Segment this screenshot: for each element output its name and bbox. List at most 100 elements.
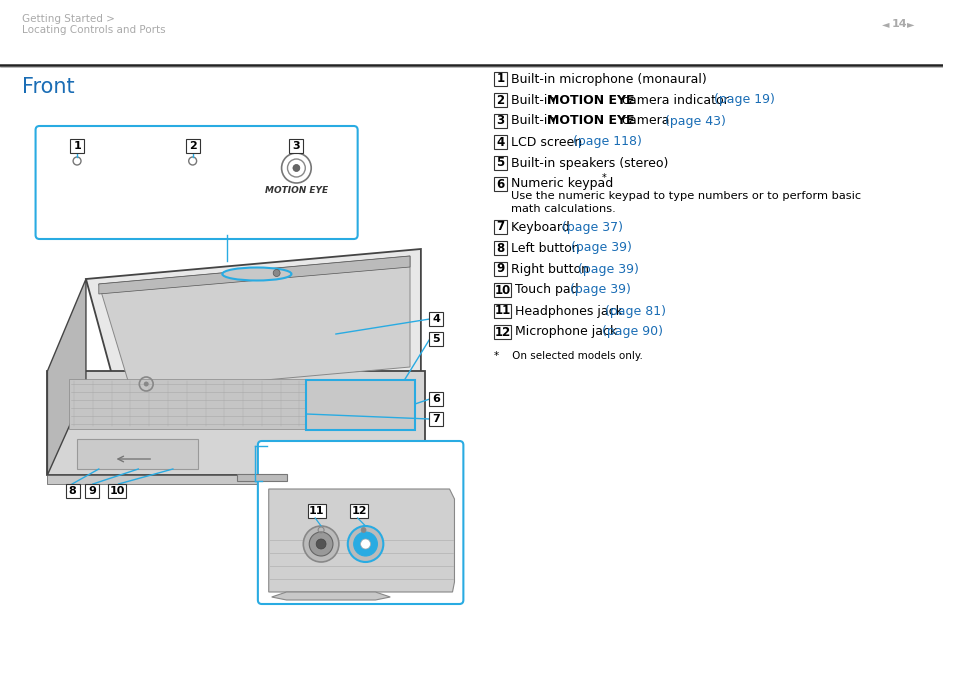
Text: (page 90): (page 90) [601, 326, 662, 338]
Polygon shape [269, 489, 454, 592]
FancyBboxPatch shape [308, 504, 325, 518]
Text: *    On selected models only.: * On selected models only. [494, 351, 642, 361]
Text: Built-in: Built-in [510, 94, 558, 106]
Text: (page 39): (page 39) [570, 284, 630, 297]
Text: (page 43): (page 43) [664, 115, 725, 127]
Text: 1: 1 [73, 141, 81, 151]
FancyBboxPatch shape [429, 392, 442, 406]
Text: 4: 4 [496, 135, 504, 148]
Polygon shape [48, 371, 424, 475]
Text: Locating Controls and Ports: Locating Controls and Ports [22, 25, 165, 35]
Circle shape [303, 526, 338, 562]
Circle shape [309, 532, 333, 556]
Circle shape [144, 381, 149, 386]
FancyBboxPatch shape [493, 177, 507, 191]
FancyBboxPatch shape [493, 220, 507, 233]
Text: Touch pad: Touch pad [515, 284, 581, 297]
Polygon shape [237, 474, 286, 481]
Text: 5: 5 [496, 156, 504, 169]
Polygon shape [69, 379, 415, 429]
FancyBboxPatch shape [493, 135, 507, 148]
Text: (page 37): (page 37) [561, 220, 622, 233]
Text: MOTION EYE: MOTION EYE [547, 94, 634, 106]
FancyBboxPatch shape [493, 113, 507, 127]
Text: 6: 6 [432, 394, 439, 404]
Text: Getting Started >: Getting Started > [22, 14, 114, 24]
FancyBboxPatch shape [493, 241, 507, 255]
Text: MOTION EYE: MOTION EYE [547, 115, 634, 127]
Polygon shape [306, 380, 415, 430]
Text: 11: 11 [494, 305, 510, 317]
Text: LCD screen: LCD screen [510, 135, 585, 148]
Text: Front: Front [22, 77, 74, 97]
Circle shape [360, 539, 370, 549]
Text: Microphone jack: Microphone jack [515, 326, 620, 338]
FancyBboxPatch shape [429, 412, 442, 426]
Text: Built-in speakers (stereo): Built-in speakers (stereo) [510, 156, 667, 169]
Text: 4: 4 [432, 314, 439, 324]
Text: 8: 8 [496, 241, 504, 255]
Text: 6: 6 [496, 177, 504, 191]
Polygon shape [86, 249, 420, 399]
Text: 10: 10 [110, 486, 125, 496]
Text: 8: 8 [69, 486, 76, 496]
Text: 9: 9 [496, 262, 504, 276]
Text: 3: 3 [293, 141, 300, 151]
Circle shape [354, 532, 377, 556]
FancyBboxPatch shape [35, 126, 357, 239]
Polygon shape [48, 279, 86, 475]
Text: 9: 9 [89, 486, 96, 496]
FancyBboxPatch shape [108, 484, 126, 498]
Circle shape [315, 539, 326, 549]
Text: 3: 3 [496, 115, 504, 127]
Polygon shape [48, 475, 424, 484]
Text: camera: camera [618, 115, 673, 127]
FancyBboxPatch shape [493, 92, 507, 106]
FancyBboxPatch shape [493, 324, 511, 338]
Text: 10: 10 [494, 284, 510, 297]
Text: Use the numeric keypad to type numbers or to perform basic: Use the numeric keypad to type numbers o… [510, 191, 860, 201]
FancyBboxPatch shape [186, 139, 199, 153]
Text: ►: ► [906, 19, 914, 29]
FancyBboxPatch shape [493, 303, 511, 317]
Text: (page 81): (page 81) [604, 305, 665, 317]
FancyBboxPatch shape [493, 282, 511, 297]
Text: Built-in microphone (monaural): Built-in microphone (monaural) [510, 73, 706, 86]
Circle shape [348, 526, 383, 562]
Text: Built-in: Built-in [510, 115, 558, 127]
FancyBboxPatch shape [493, 156, 507, 169]
Text: MOTION EYE: MOTION EYE [265, 186, 328, 195]
FancyBboxPatch shape [493, 71, 507, 86]
Text: 2: 2 [496, 94, 504, 106]
FancyBboxPatch shape [71, 139, 84, 153]
Text: 11: 11 [309, 506, 324, 516]
Text: Left button: Left button [510, 241, 583, 255]
Text: *: * [601, 173, 606, 183]
Circle shape [273, 270, 280, 276]
FancyBboxPatch shape [289, 139, 303, 153]
Text: (page 39): (page 39) [578, 262, 639, 276]
FancyBboxPatch shape [429, 332, 442, 346]
Text: 12: 12 [351, 506, 367, 516]
Text: 12: 12 [494, 326, 510, 338]
FancyBboxPatch shape [257, 441, 463, 604]
FancyBboxPatch shape [86, 484, 99, 498]
Circle shape [361, 528, 366, 532]
Text: math calculations.: math calculations. [510, 204, 615, 214]
Text: 2: 2 [189, 141, 196, 151]
Polygon shape [272, 592, 390, 600]
FancyBboxPatch shape [493, 262, 507, 276]
FancyBboxPatch shape [66, 484, 79, 498]
Text: ◄: ◄ [882, 19, 889, 29]
Text: 1: 1 [496, 73, 504, 86]
Polygon shape [99, 256, 410, 294]
FancyBboxPatch shape [429, 312, 442, 326]
Text: (page 118): (page 118) [573, 135, 641, 148]
Polygon shape [77, 439, 197, 469]
Text: Right button: Right button [510, 262, 592, 276]
Text: Keyboard: Keyboard [510, 220, 573, 233]
Text: camera indicator: camera indicator [618, 94, 733, 106]
Text: 14: 14 [891, 19, 907, 29]
Text: 7: 7 [496, 220, 504, 233]
Text: 5: 5 [432, 334, 439, 344]
